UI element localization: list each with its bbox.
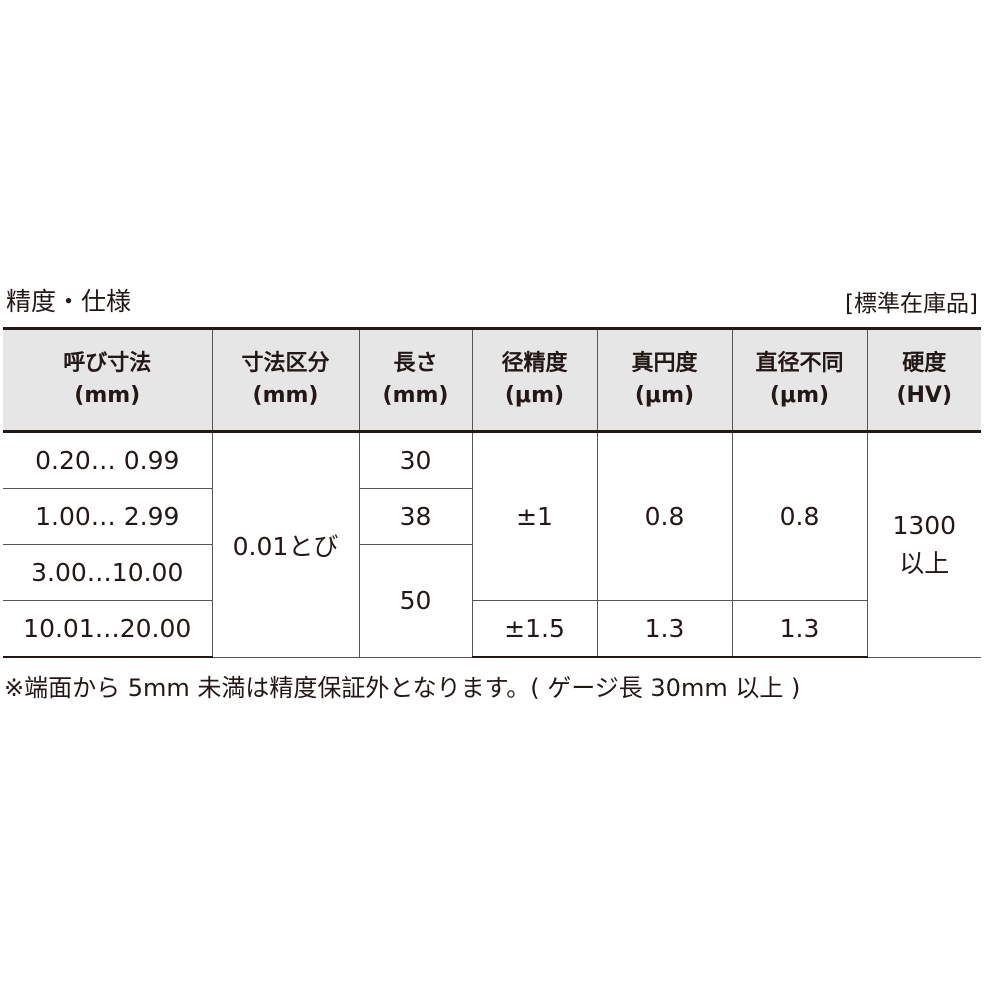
cell-increment: 0.01とび	[211, 431, 360, 658]
header-row: 呼び寸法 (mm) 寸法区分 (mm) 長さ (mm) 径精度 (μm) 真円度 (μm)…	[3, 327, 981, 433]
cell-nominal: 1.00… 2.99	[3, 488, 213, 545]
cell-length: 50	[358, 544, 472, 658]
cell-nominal: 10.01…20.00	[3, 600, 213, 658]
footnote: ※端面から 5mm 未満は精度保証外となります。( ゲージ長 30mm 以上 )	[4, 674, 801, 702]
cell-nominal: 3.00…10.00	[3, 544, 213, 601]
cell-roundness: 0.8	[596, 431, 733, 601]
cell-nominal: 0.20… 0.99	[3, 431, 213, 489]
cell-roundness: 1.3	[596, 600, 733, 658]
spec-table: 呼び寸法 (mm) 寸法区分 (mm) 長さ (mm) 径精度 (μm) 真円度 (μm)…	[3, 327, 981, 658]
cell-length: 30	[358, 431, 473, 489]
table-row: 3.00…10.00 50	[3, 544, 981, 658]
table-row: 1.00… 2.99 38	[3, 488, 981, 545]
cell-diameter-accuracy: ±1.5	[471, 600, 598, 658]
header-increment: 寸法区分 (mm)	[211, 327, 360, 433]
stock-label: [標準在庫品]	[845, 291, 978, 317]
header-diameter-accuracy: 径精度 (μm)	[471, 327, 598, 433]
cell-length: 38	[358, 488, 472, 545]
header-roundness: 真円度 (μm)	[596, 327, 733, 433]
cell-hardness: 1300 以上	[866, 431, 981, 658]
table-row: 0.20… 0.99 0.01とび 30 ±1 0.8 0.8 1300 以上	[3, 431, 981, 658]
section-title: 精度・仕様	[6, 287, 132, 316]
cell-diameter-variation: 1.3	[731, 600, 867, 658]
cell-diameter-variation: 0.8	[731, 431, 868, 601]
header-nominal: 呼び寸法 (mm)	[3, 327, 213, 433]
header-hardness: 硬度 (HV)	[866, 327, 981, 433]
table-row: 10.01…20.00 ±1.5 1.3 1.3	[3, 600, 981, 658]
header-diameter-variation: 直径不同 (μm)	[731, 327, 868, 433]
header-length: 長さ (mm)	[358, 327, 473, 433]
cell-diameter-accuracy: ±1	[471, 431, 598, 601]
